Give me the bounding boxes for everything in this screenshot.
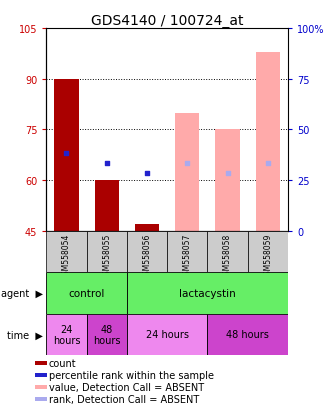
Bar — [127, 231, 167, 273]
Bar — [87, 231, 127, 273]
Text: GSM558054: GSM558054 — [62, 233, 71, 280]
Bar — [248, 231, 288, 273]
Bar — [95, 180, 119, 231]
Point — [64, 150, 69, 157]
Title: GDS4140 / 100724_at: GDS4140 / 100724_at — [91, 14, 243, 28]
Text: GSM558058: GSM558058 — [223, 233, 232, 280]
Bar — [127, 314, 208, 355]
Bar — [46, 231, 87, 273]
Bar — [215, 130, 240, 231]
Text: time  ▶: time ▶ — [7, 330, 43, 339]
Point — [185, 161, 190, 167]
Point — [144, 171, 150, 177]
Text: GSM558057: GSM558057 — [183, 233, 192, 280]
Bar — [35, 385, 47, 389]
Bar — [127, 273, 288, 314]
Bar — [256, 52, 280, 231]
Bar — [35, 373, 47, 377]
Text: 24 hours: 24 hours — [146, 330, 189, 339]
Bar — [175, 113, 199, 231]
Text: lactacystin: lactacystin — [179, 288, 236, 298]
Bar — [208, 314, 288, 355]
Bar — [46, 273, 127, 314]
Text: control: control — [69, 288, 105, 298]
Point — [225, 171, 230, 177]
Text: rank, Detection Call = ABSENT: rank, Detection Call = ABSENT — [49, 394, 199, 404]
Bar — [135, 225, 159, 231]
Text: 48
hours: 48 hours — [93, 324, 120, 345]
Text: percentile rank within the sample: percentile rank within the sample — [49, 370, 214, 380]
Text: agent  ▶: agent ▶ — [1, 288, 43, 298]
Text: value, Detection Call = ABSENT: value, Detection Call = ABSENT — [49, 382, 204, 392]
Text: count: count — [49, 358, 76, 368]
Bar — [46, 314, 87, 355]
Text: GSM558059: GSM558059 — [263, 233, 272, 280]
Bar — [87, 314, 127, 355]
Bar — [167, 231, 208, 273]
Text: GSM558055: GSM558055 — [102, 233, 111, 280]
Bar — [35, 361, 47, 365]
Point — [104, 161, 109, 167]
Bar — [35, 397, 47, 401]
Bar — [208, 231, 248, 273]
Text: 24
hours: 24 hours — [53, 324, 80, 345]
Point — [265, 161, 270, 167]
Text: 48 hours: 48 hours — [226, 330, 269, 339]
Bar — [54, 79, 78, 231]
Text: GSM558056: GSM558056 — [143, 233, 152, 280]
